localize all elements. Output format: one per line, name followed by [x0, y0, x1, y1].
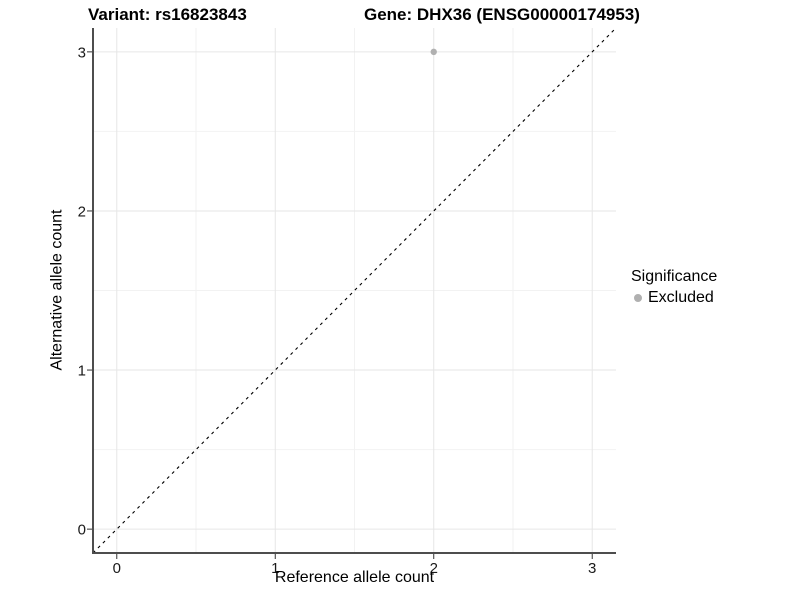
legend-title: Significance	[631, 268, 718, 285]
x-tick-label: 1	[271, 560, 279, 577]
gene-title: Gene: DHX36 (ENSG00000174953)	[364, 5, 640, 24]
y-tick-label: 1	[78, 363, 86, 380]
legend-item-excluded: Excluded	[631, 289, 717, 307]
legend-point-swatch	[634, 294, 642, 302]
y-tick-label: 0	[78, 522, 86, 539]
variant-title: Variant: rs16823843	[88, 5, 247, 24]
x-tick-label: 3	[588, 560, 596, 577]
y-axis-title: Alternative allele count	[48, 209, 66, 371]
x-tick-label: 0	[113, 560, 121, 577]
y-tick-label: 3	[78, 44, 86, 61]
x-axis-title: Reference allele count	[274, 569, 435, 586]
data-point	[430, 48, 437, 56]
y-tick-label: 2	[78, 203, 86, 220]
x-tick-label: 2	[430, 560, 438, 577]
legend: Significance Excluded	[631, 268, 717, 307]
legend-item-label: Excluded	[648, 289, 714, 306]
identity-line	[92, 27, 617, 554]
